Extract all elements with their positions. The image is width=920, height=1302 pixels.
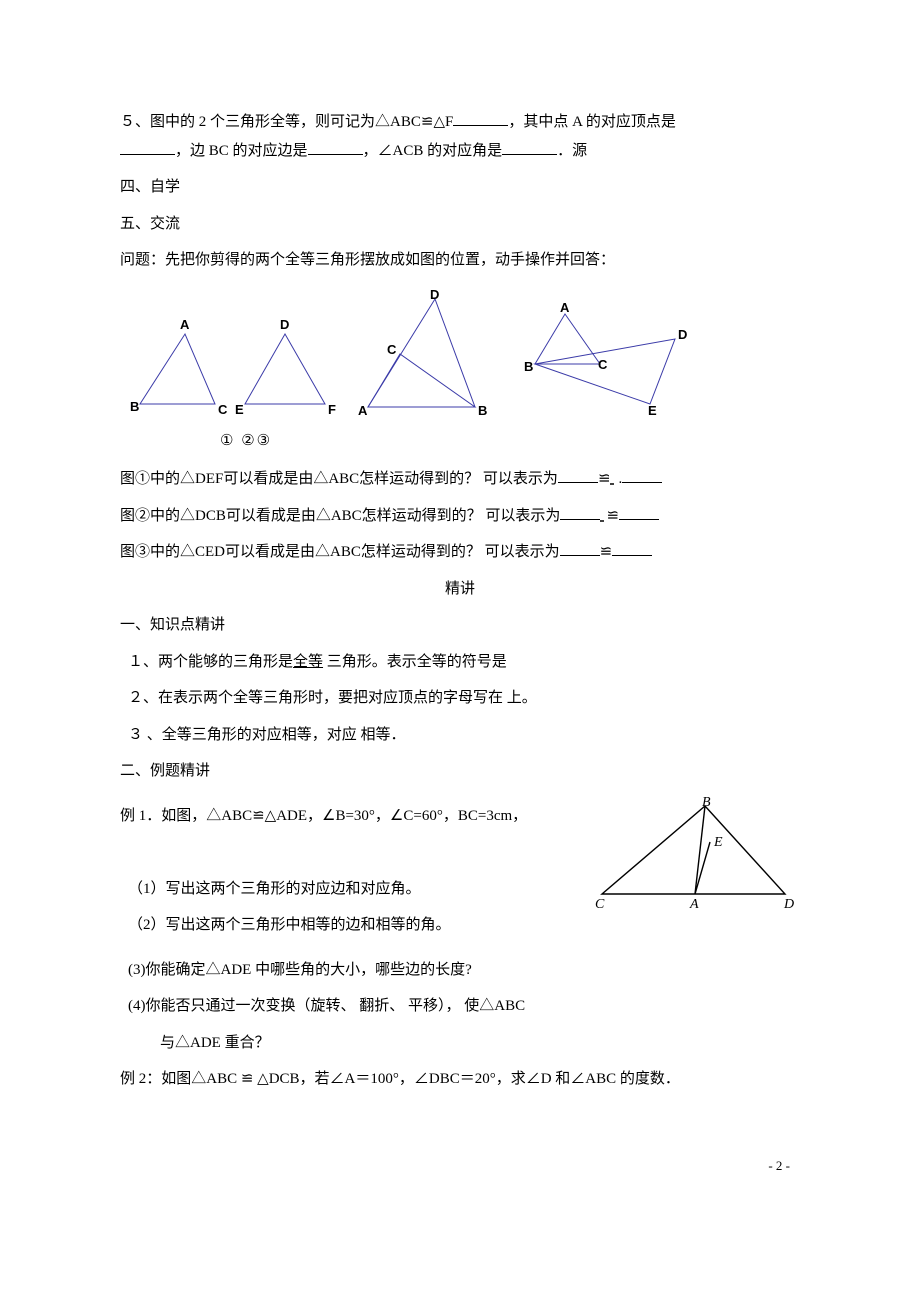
figure-labels: ① ②③: [220, 427, 800, 456]
svg-text:B: B: [702, 795, 711, 810]
figure-2: D C A B: [350, 289, 500, 419]
kp-2: ２、在表示两个全等三角形时，要把对应顶点的字母写在 上。: [120, 684, 800, 713]
blank: [622, 467, 662, 483]
svg-text:F: F: [328, 402, 336, 417]
example-1-sub1: （1）写出这两个三角形的对应边和对应角。: [120, 875, 570, 904]
example-1-block: 例 1．如图，△ABC≌△ADE，∠B=30°，∠C=60°，BC=3cm， （…: [120, 794, 800, 948]
svg-text:B: B: [524, 359, 533, 374]
svg-text:C: C: [387, 342, 397, 357]
blank: [453, 110, 508, 126]
svg-text:C: C: [595, 897, 605, 912]
question-5: ５、图中的 2 个三角形全等，则可记为△ABC≌△F，其中点 A 的对应顶点是 …: [120, 108, 800, 165]
q5-text-f: ．源: [557, 143, 587, 159]
example-2: 例 2：如图△ABC ≌ △DCB，若∠A＝100°，∠DBC＝20°，求∠D …: [120, 1065, 800, 1094]
blank: [612, 540, 652, 556]
svg-text:A: A: [358, 403, 368, 418]
lecture-title: 精讲: [120, 575, 800, 604]
figures-row: A B C D E F D C A B A B C D: [120, 289, 800, 419]
kp-3: ３ 、全等三角形的对应相等，对应 相等．: [120, 721, 800, 750]
svg-text:A: A: [560, 300, 570, 315]
blank: [120, 139, 175, 155]
svg-text:B: B: [130, 399, 139, 414]
q5-text-c: ，其中点 A 的对应顶点是: [508, 114, 676, 130]
svg-text:A: A: [180, 317, 190, 332]
svg-text:B: B: [478, 403, 487, 418]
blank: [502, 139, 557, 155]
section-4-heading: 四、自学: [120, 173, 800, 202]
blank: [308, 139, 363, 155]
blank: [558, 467, 598, 483]
example-1-sub4a: (4)你能否只通过一次变换（旋转、 翻折、 平移）， 使△ABC: [120, 992, 800, 1021]
example-1-sub4b: 与△ADE 重合？: [120, 1029, 800, 1058]
q5-text-a: ５、图中的 2 个三角形全等，则可记为△ABC: [120, 114, 421, 130]
svg-text:E: E: [713, 835, 723, 850]
example-1-figure: B E C A D: [590, 794, 800, 914]
svg-text:E: E: [648, 403, 657, 418]
section-5-heading: 五、交流: [120, 210, 800, 239]
example-1-intro: 例 1．如图，△ABC≌△ADE，∠B=30°，∠C=60°，BC=3cm，: [120, 802, 570, 831]
page-number: - 2 -: [120, 1154, 800, 1179]
svg-text:E: E: [235, 402, 244, 417]
fig1-question: 图①中的△DEF可以看成是由△ABC怎样运动得到的？ 可以表示为≌ .: [120, 465, 800, 494]
example-1-sub3: (3)你能确定△ADE 中哪些角的大小，哪些边的长度?: [120, 956, 800, 985]
example-1-sub2: （2）写出这两个三角形中相等的边和相等的角。: [120, 911, 570, 940]
svg-text:A: A: [689, 897, 699, 912]
svg-text:D: D: [783, 897, 794, 912]
svg-text:C: C: [598, 357, 608, 372]
q5-text-e: ，∠ACB 的对应角是: [363, 143, 503, 159]
blank: [619, 504, 659, 520]
kp-1: １、两个能够的三角形是全等 三角形。表示全等的符号是: [120, 648, 800, 677]
examples-heading: 二、例题精讲: [120, 757, 800, 786]
knowledge-points-heading: 一、知识点精讲: [120, 611, 800, 640]
q5-text-b: △F: [433, 114, 453, 130]
figure-1: A B C D E F: [120, 309, 340, 419]
blank: [560, 540, 600, 556]
problem-intro: 问题：先把你剪得的两个全等三角形摆放成如图的位置，动手操作并回答：: [120, 246, 800, 275]
svg-text:D: D: [430, 289, 439, 302]
figure-3: A B C D E: [510, 299, 700, 419]
congruent-symbol: ≌: [421, 114, 434, 130]
fig3-question: 图③中的△CED可以看成是由△ABC怎样运动得到的？ 可以表示为≌: [120, 538, 800, 567]
svg-text:D: D: [280, 317, 289, 332]
blank: [560, 504, 600, 520]
fig2-question: 图②中的△DCB可以看成是由△ABC怎样运动得到的？ 可以表示为 ≌: [120, 502, 800, 531]
svg-text:D: D: [678, 327, 687, 342]
q5-text-d: ，边 BC 的对应边是: [175, 143, 308, 159]
svg-text:C: C: [218, 402, 228, 417]
